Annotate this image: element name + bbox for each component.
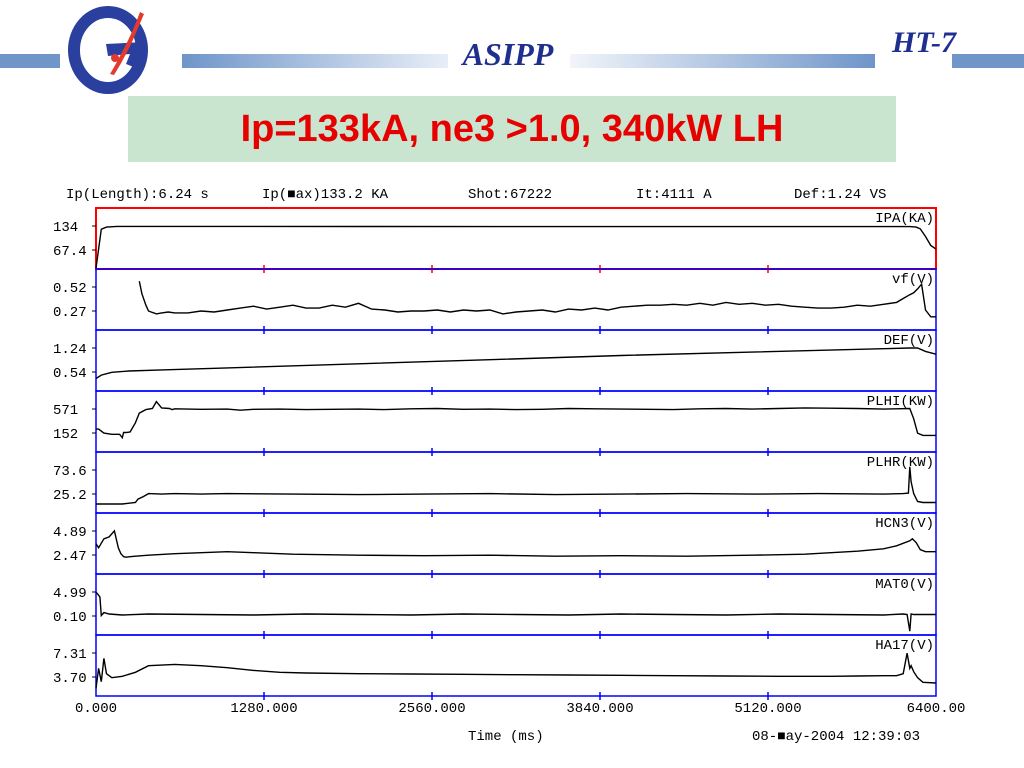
x-tick-label: 6400.00: [907, 701, 966, 717]
info-ip-max: Ip(■ax)133.2 KA: [262, 187, 389, 203]
x-tick-label: 2560.000: [398, 701, 465, 717]
panel-frame: [95, 390, 937, 453]
slide-title: Ip=133kA, ne3 >1.0, 340kW LH: [240, 107, 784, 150]
header-bar-mid: [182, 54, 448, 68]
panel-frame: [95, 268, 937, 331]
panel-mat0v: 4.99 0.10 MAT0(V): [53, 573, 937, 639]
panel-defv: 1.24 0.54 DEF(V): [53, 329, 937, 395]
series-line: [95, 529, 936, 558]
y-tick-label-bottom: 3.70: [53, 671, 87, 687]
x-axis-ticks: 0.000 1280.000 2560.000 3840.000 5120.000 640…: [75, 701, 965, 717]
series-line: [138, 281, 936, 318]
x-tick-label: 0.000: [75, 701, 117, 717]
channel-name: PLHI(KW): [867, 394, 934, 410]
info-line: Ip(Length):6.24 s Ip(■ax)133.2 KA Shot:6…: [66, 187, 886, 203]
panel-plhikw: 571 152 PLHI(KW): [53, 390, 937, 456]
info-ip-length: Ip(Length):6.24 s: [66, 187, 209, 203]
y-tick-label-top: 1.24: [53, 342, 87, 358]
panel-plhrkw: 73.6 25.2 PLHR(KW): [53, 451, 937, 517]
info-def: Def:1.24 VS: [794, 187, 886, 203]
y-tick-label-top: 4.89: [53, 525, 87, 541]
channel-name: HA17(V): [875, 638, 934, 654]
channel-name: HCN3(V): [875, 516, 934, 532]
y-tick-label-top: 73.6: [53, 464, 87, 480]
y-tick-label-bottom: 0.54: [53, 366, 87, 382]
channel-name: MAT0(V): [875, 577, 934, 593]
panel-frame: [95, 451, 937, 514]
y-tick-label-bottom: 25.2: [53, 488, 87, 504]
series-line: [96, 400, 936, 440]
asipp-logo-icon: [68, 6, 148, 94]
y-tick-label-bottom: 152: [53, 427, 78, 443]
channel-name: IPA(KA): [875, 211, 934, 227]
channel-name: vf(V): [892, 272, 934, 288]
header-bar-left: [0, 54, 60, 68]
channel-name: DEF(V): [884, 333, 934, 349]
y-tick-label-top: 571: [53, 403, 78, 419]
device-heading: HT-7: [892, 26, 956, 59]
y-tick-label-bottom: 0.27: [53, 305, 87, 321]
x-axis-label: Time (ms): [468, 729, 544, 745]
org-heading: ASIPP: [462, 36, 554, 72]
y-tick-label-bottom: 2.47: [53, 549, 87, 565]
panel-ha17v: 7.31 3.70 HA17(V): [53, 634, 937, 700]
timestamp: 08-■ay-2004 12:39:03: [752, 729, 920, 745]
y-tick-label-bottom: 67.4: [53, 244, 87, 260]
header-bar-far: [952, 54, 1024, 68]
slide-title-box: Ip=133kA, ne3 >1.0, 340kW LH: [128, 96, 896, 162]
panel-frame: [95, 512, 937, 575]
series-line: [95, 591, 936, 632]
diagnostic-waveform-chart: Ip(Length):6.24 s Ip(■ax)133.2 KA Shot:6…: [53, 187, 965, 745]
panel-frame: [95, 634, 937, 697]
y-tick-label-top: 134: [53, 220, 78, 236]
y-tick-label-bottom: 0.10: [53, 610, 87, 626]
series-line: [95, 652, 937, 689]
x-tick-label: 3840.000: [566, 701, 633, 717]
panel-hcn3v: 4.89 2.47 HCN3(V): [53, 512, 937, 578]
series-line: [96, 466, 936, 505]
series-line: [95, 347, 937, 380]
panel-vfv: 0.52 0.27 vf(V): [53, 268, 937, 334]
info-it: It:4111 A: [636, 187, 712, 203]
y-tick-label-top: 0.52: [53, 281, 87, 297]
x-tick-label: 5120.000: [734, 701, 801, 717]
y-tick-label-top: 7.31: [53, 647, 87, 663]
series-line: [95, 225, 937, 269]
panel-frame: [95, 573, 937, 636]
channel-name: PLHR(KW): [867, 455, 934, 471]
panel-ipaka: 134 67.4 IPA(KA): [53, 207, 937, 273]
panel-frame: [95, 329, 937, 392]
header-bar-right: [570, 54, 875, 68]
panels-group: 134 67.4 IPA(KA) 0.52 0.27 vf(V) 1.24 0.54 DEF(V…: [53, 207, 937, 700]
panel-frame: [95, 207, 937, 270]
y-tick-label-top: 4.99: [53, 586, 87, 602]
info-shot: Shot:67222: [468, 187, 552, 203]
x-tick-label: 1280.000: [230, 701, 297, 717]
